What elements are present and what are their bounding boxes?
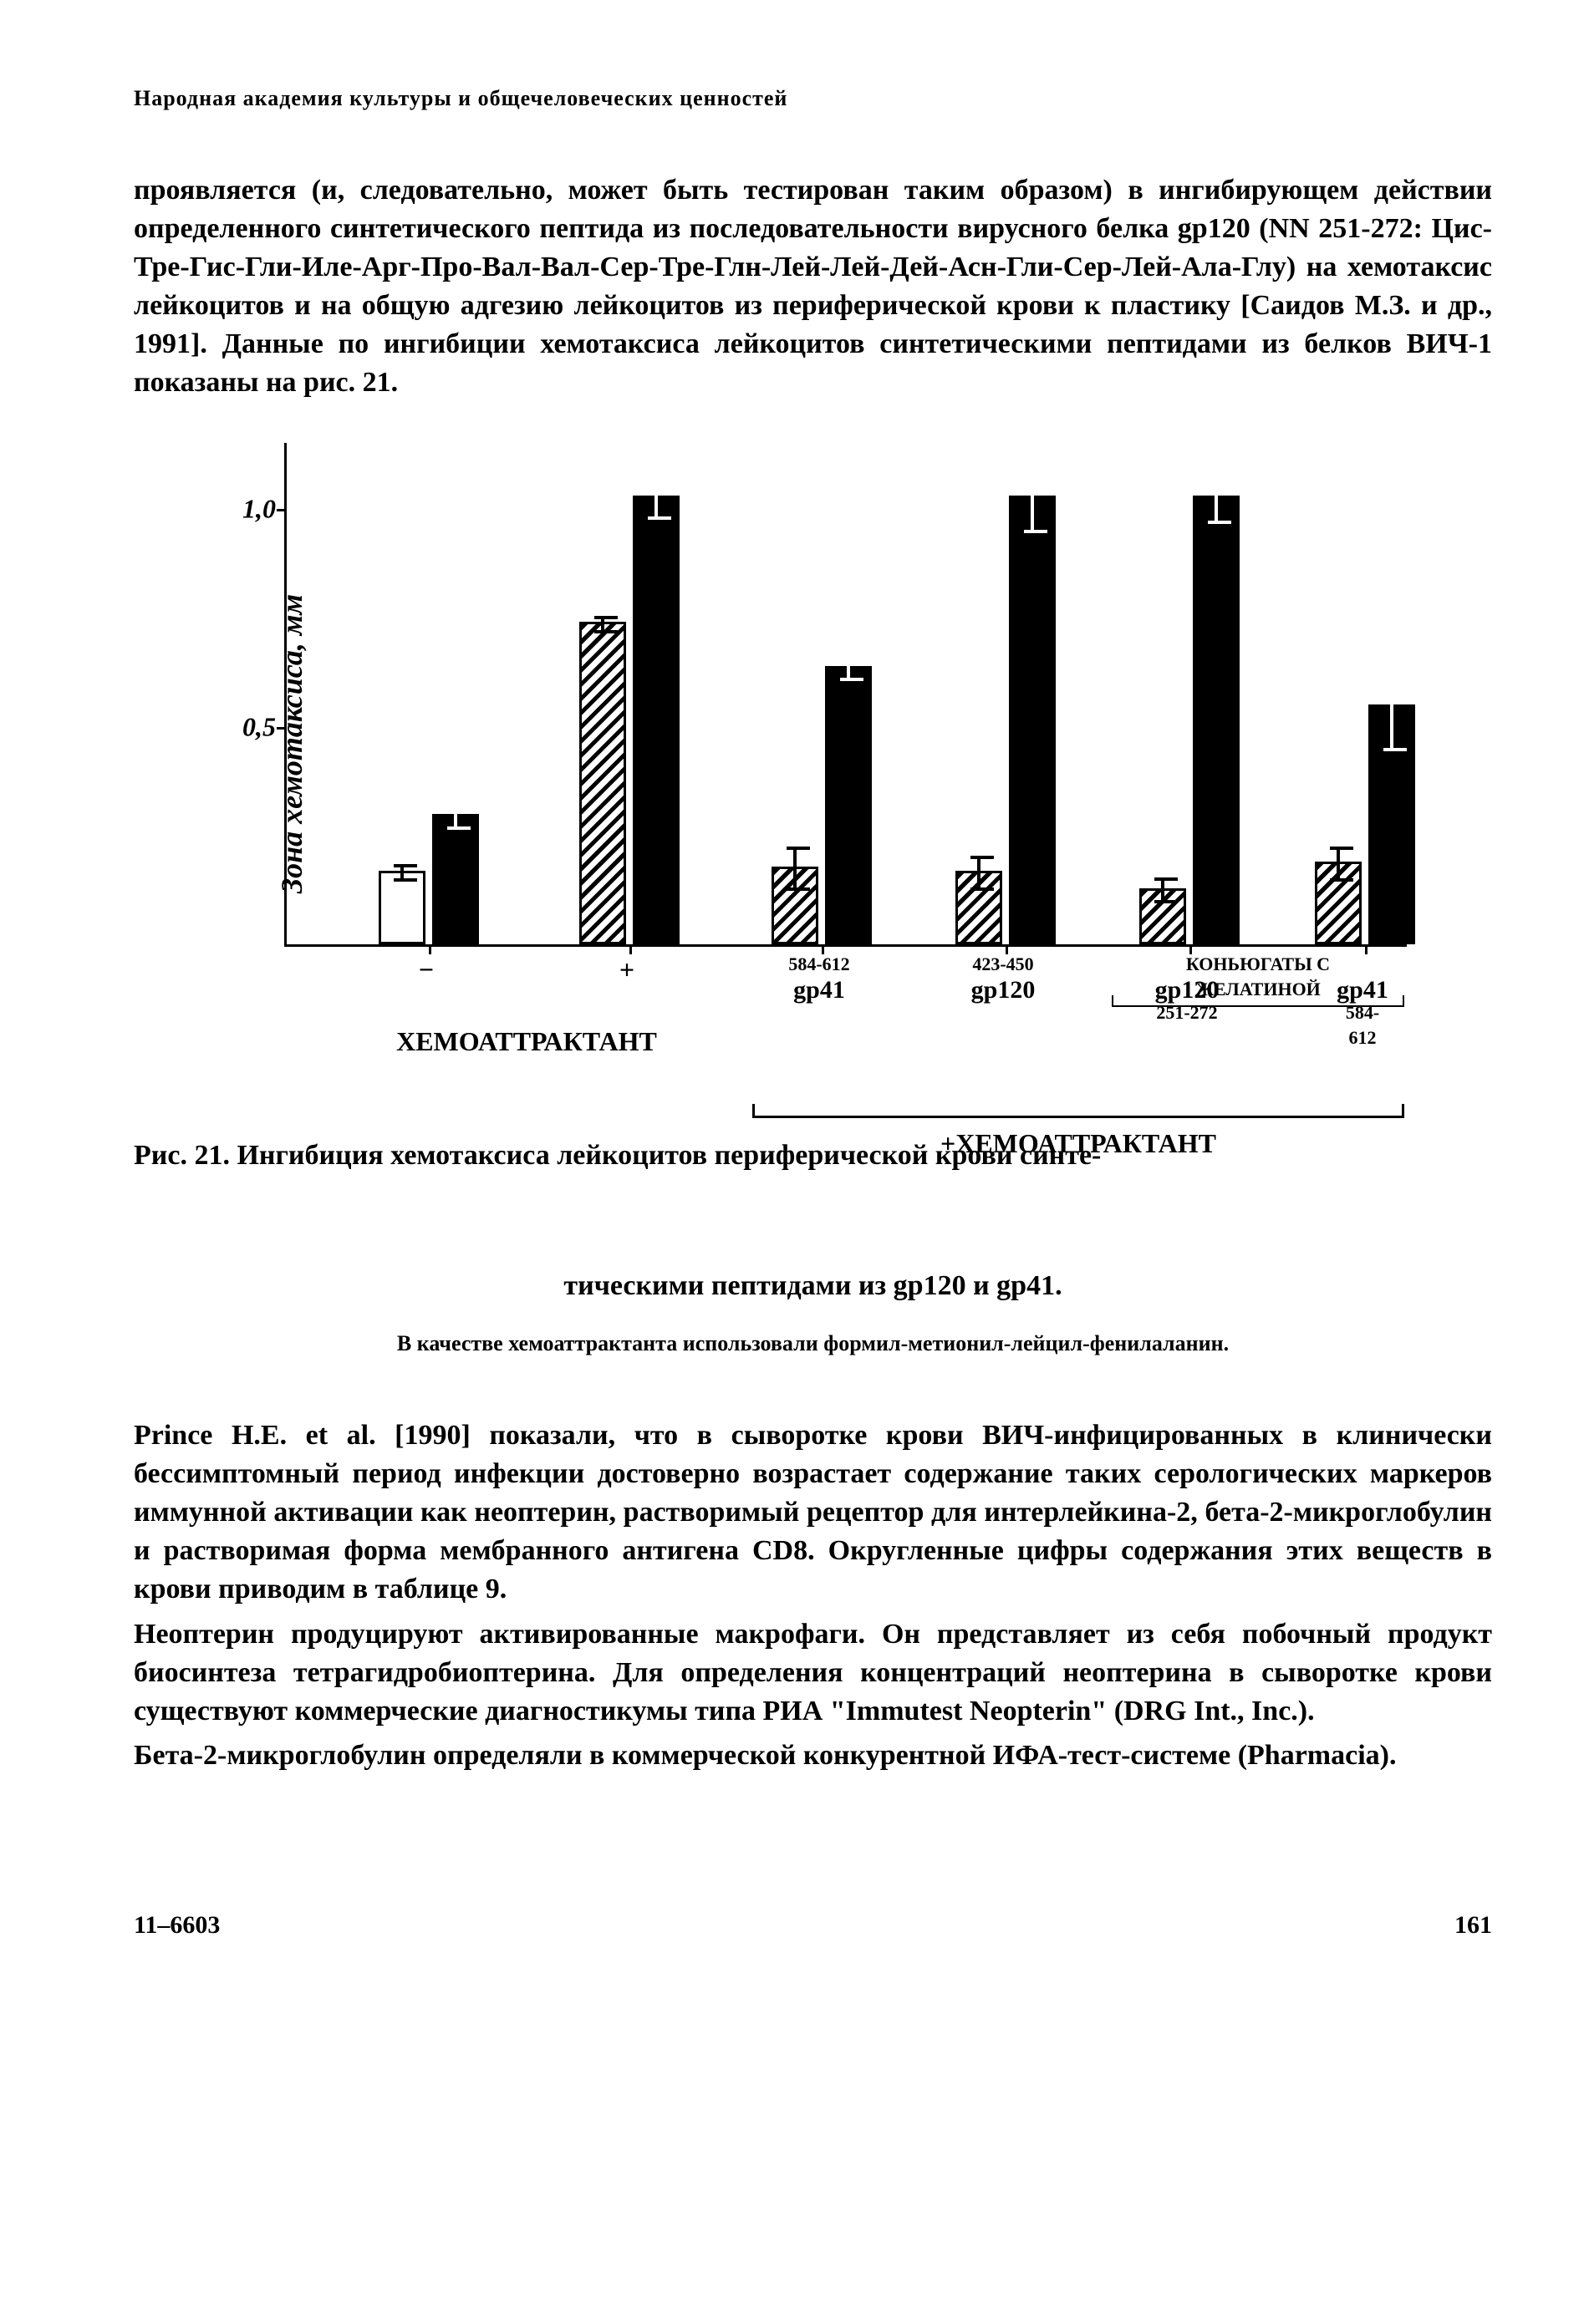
bar-group bbox=[1315, 704, 1415, 944]
error-bar bbox=[654, 476, 658, 520]
bar bbox=[955, 871, 1002, 945]
y-tick-label: 1,0 bbox=[242, 491, 276, 526]
chart-plot-area bbox=[284, 443, 1407, 947]
running-header: Народная академия культуры и общечеловеч… bbox=[134, 84, 1492, 113]
x-group-label: gp41 bbox=[793, 974, 845, 1008]
bar bbox=[1009, 496, 1056, 944]
error-bar bbox=[1031, 463, 1034, 532]
bar bbox=[1193, 496, 1240, 944]
paragraph-4: Бета-2-микроглобулин определяли в коммер… bbox=[134, 1737, 1492, 1775]
x-group-sublabel: 584-612 bbox=[1342, 1000, 1383, 1050]
figure-subcaption: В качестве хемоаттрактанта использовали … bbox=[134, 1329, 1492, 1358]
chemotaxis-inhibition-chart: Зона хемотаксиса, мм 0,51,0 −+584-612gp4… bbox=[176, 443, 1429, 1045]
x-group-toplabel: − bbox=[419, 952, 434, 988]
bar-group bbox=[579, 496, 680, 944]
x-group-toplabel: + bbox=[619, 952, 634, 988]
figure-caption-line2: тическими пептидами из gp120 и gp41. bbox=[134, 1267, 1492, 1305]
y-tick-label: 0,5 bbox=[242, 709, 276, 745]
bar bbox=[1315, 862, 1362, 944]
error-bar bbox=[977, 856, 980, 891]
paragraph-3: Неоптерин продуцируют активированные мак… bbox=[134, 1615, 1492, 1731]
page-footer: 11–6603 161 bbox=[134, 1909, 1492, 1943]
error-bar bbox=[1337, 847, 1340, 882]
error-bar bbox=[1161, 877, 1164, 903]
conjugate-brace bbox=[1112, 1005, 1404, 1007]
error-bar bbox=[601, 616, 604, 633]
error-bar bbox=[793, 847, 797, 890]
bar-group bbox=[1139, 496, 1240, 944]
bar-group bbox=[772, 666, 872, 945]
error-bar bbox=[1215, 472, 1218, 525]
footer-left: 11–6603 bbox=[134, 1909, 220, 1943]
y-axis-ticks: 0,5 1,0 bbox=[226, 443, 276, 944]
bar bbox=[825, 666, 872, 945]
bar bbox=[432, 814, 479, 945]
x-group-sublabel: 251-272 bbox=[1156, 1000, 1217, 1025]
bar-group bbox=[955, 496, 1056, 944]
bar bbox=[772, 867, 818, 945]
bar bbox=[1368, 704, 1415, 944]
conjugate-label: КОНЬЮГАТЫ С ЖЕЛАТИНОЙ bbox=[1185, 952, 1332, 1001]
bar bbox=[633, 496, 680, 944]
chemoattractant-plus-label: +ХЕМОАТТРАКТАНТ bbox=[940, 1126, 1216, 1162]
error-bar bbox=[454, 803, 457, 829]
chemoattractant-plus-brace bbox=[752, 1116, 1404, 1118]
paragraph-1: проявляется (и, следовательно, может быт… bbox=[134, 171, 1492, 401]
chemoattractant-label: ХЕМОАТТРАКТАНТ bbox=[396, 1024, 657, 1060]
bar bbox=[1139, 888, 1186, 945]
x-group-label: gp120 bbox=[971, 974, 1036, 1008]
figure-caption: Рис. 21. Ингибиция хемотаксиса лейкоцито… bbox=[134, 1137, 1492, 1175]
bar-group bbox=[379, 814, 479, 945]
bar bbox=[379, 871, 425, 945]
error-bar bbox=[847, 655, 850, 681]
bar bbox=[579, 622, 626, 944]
page-number: 161 bbox=[1454, 1909, 1492, 1943]
paragraph-2: Prince H.E. et al. [1990] показали, что … bbox=[134, 1416, 1492, 1608]
error-bar bbox=[1390, 664, 1393, 750]
error-bar bbox=[400, 864, 404, 882]
